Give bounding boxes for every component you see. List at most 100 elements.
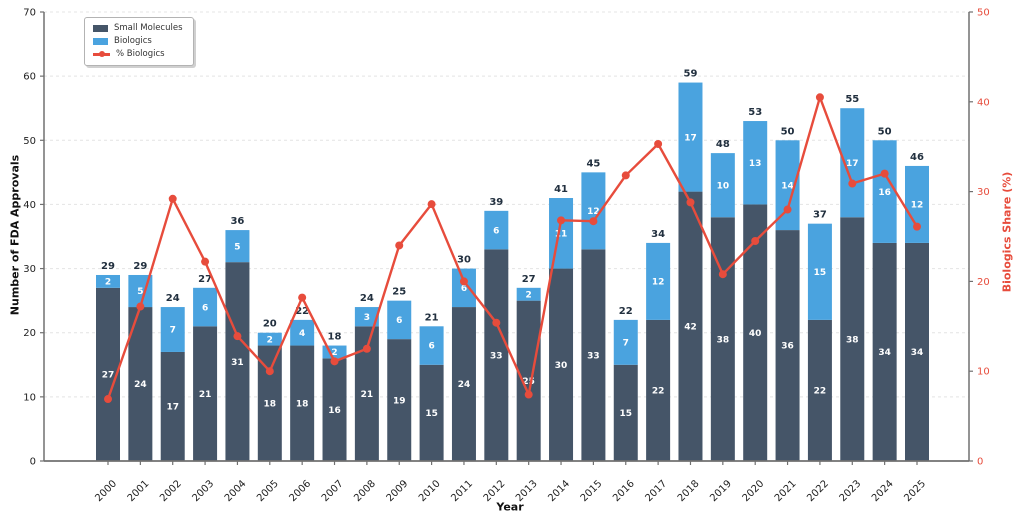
legend-swatch-biologics-icon bbox=[93, 38, 108, 45]
x-tick-label: 2008 bbox=[352, 478, 378, 504]
total-value-label: 59 bbox=[684, 69, 698, 80]
small-molecules-value-label: 40 bbox=[749, 329, 762, 339]
total-value-label: 48 bbox=[716, 139, 730, 150]
bars-group: 2722924529177242162731536182201842216218… bbox=[96, 69, 929, 461]
small-molecules-segment bbox=[581, 249, 606, 461]
x-tick-label: 2005 bbox=[255, 478, 281, 504]
small-molecules-segment bbox=[646, 319, 671, 461]
biologics-value-label: 12 bbox=[587, 207, 600, 217]
x-tick-label: 2014 bbox=[546, 478, 572, 504]
total-value-label: 27 bbox=[198, 274, 212, 285]
bar-2017: 22 12 34 bbox=[646, 229, 671, 461]
pct-biologics-marker bbox=[427, 200, 436, 209]
pct-biologics-marker bbox=[686, 198, 695, 207]
small-molecules-value-label: 15 bbox=[425, 409, 438, 419]
x-tick-label: 2006 bbox=[288, 478, 314, 504]
total-value-label: 29 bbox=[101, 261, 115, 272]
bar-2007: 16 2 18 bbox=[322, 332, 347, 461]
total-value-label: 34 bbox=[651, 229, 665, 240]
small-molecules-value-label: 15 bbox=[619, 409, 632, 419]
bar-2016: 15 7 22 bbox=[613, 306, 638, 461]
x-tick-label: 2023 bbox=[838, 478, 864, 504]
x-tick-label: 2017 bbox=[643, 478, 669, 504]
pct-biologics-marker bbox=[783, 205, 792, 214]
small-molecules-value-label: 22 bbox=[652, 387, 665, 397]
biologics-segment bbox=[419, 326, 444, 365]
biologics-value-label: 10 bbox=[717, 181, 730, 191]
biologics-segment bbox=[678, 82, 703, 192]
small-molecules-segment bbox=[290, 345, 315, 461]
pct-biologics-marker bbox=[621, 171, 630, 180]
pct-biologics-marker bbox=[233, 332, 242, 341]
total-value-label: 30 bbox=[457, 255, 471, 266]
small-molecules-segment bbox=[613, 364, 638, 461]
pct-biologics-marker bbox=[330, 357, 339, 366]
x-tick-label: 2016 bbox=[611, 478, 637, 504]
left-tick-label: 50 bbox=[23, 136, 36, 147]
bar-2012: 33 6 39 bbox=[484, 197, 509, 461]
biologics-value-label: 2 bbox=[331, 348, 337, 358]
right-axis-title: Biologics Share (%) bbox=[1000, 171, 1014, 293]
bar-2020: 40 13 53 bbox=[743, 107, 768, 461]
total-value-label: 25 bbox=[392, 287, 406, 298]
right-tick-label: 40 bbox=[977, 97, 990, 108]
bar-2004: 31 5 36 bbox=[225, 216, 250, 461]
x-axis: 2000 2001 2002 2003 2004 2005 2006 2007 2008 2009… bbox=[93, 461, 928, 504]
total-value-label: 21 bbox=[425, 312, 439, 323]
biologics-value-label: 6 bbox=[461, 284, 467, 294]
legend-swatch-pct-biologics-icon bbox=[93, 51, 110, 58]
bar-2014: 30 11 41 bbox=[549, 184, 574, 461]
small-molecules-segment bbox=[484, 249, 509, 461]
biologics-segment bbox=[257, 332, 282, 346]
biologics-value-label: 3 bbox=[364, 313, 370, 323]
right-tick-label: 10 bbox=[977, 367, 990, 378]
biologics-segment bbox=[710, 153, 735, 218]
biologics-value-label: 17 bbox=[684, 133, 697, 143]
bar-2009: 19 6 25 bbox=[387, 287, 412, 461]
right-tick-label: 30 bbox=[977, 187, 990, 198]
x-tick-label: 2018 bbox=[676, 478, 702, 504]
left-tick-label: 40 bbox=[23, 200, 36, 211]
pct-biologics-marker bbox=[395, 241, 404, 250]
small-molecules-segment bbox=[419, 364, 444, 461]
biologics-segment bbox=[96, 274, 120, 288]
small-molecules-value-label: 24 bbox=[134, 380, 147, 390]
bar-2025: 34 12 46 bbox=[905, 152, 929, 461]
pct-biologics-marker bbox=[557, 216, 566, 225]
x-tick-label: 2021 bbox=[773, 478, 799, 504]
small-molecules-segment bbox=[516, 300, 541, 461]
x-axis-title: Year bbox=[496, 500, 524, 514]
pct-biologics-marker bbox=[298, 293, 307, 302]
biologics-value-label: 12 bbox=[911, 201, 924, 211]
small-molecules-value-label: 30 bbox=[555, 361, 568, 371]
biologics-value-label: 11 bbox=[555, 229, 568, 239]
small-molecules-value-label: 19 bbox=[393, 396, 406, 406]
small-molecules-value-label: 18 bbox=[296, 399, 309, 409]
small-molecules-segment bbox=[678, 191, 703, 461]
total-value-label: 22 bbox=[619, 306, 633, 317]
biologics-value-label: 6 bbox=[202, 303, 208, 313]
small-molecules-value-label: 33 bbox=[587, 351, 600, 361]
pct-biologics-marker bbox=[815, 93, 824, 102]
small-molecules-value-label: 34 bbox=[878, 348, 891, 358]
pct-biologics-marker bbox=[913, 222, 921, 231]
x-tick-label: 2024 bbox=[870, 478, 896, 504]
legend-label-small-molecules: Small Molecules bbox=[114, 23, 183, 33]
axes bbox=[43, 12, 970, 462]
small-molecules-segment bbox=[807, 319, 832, 461]
small-molecules-segment bbox=[905, 242, 929, 461]
legend-label-biologics: Biologics bbox=[114, 36, 152, 46]
biologics-value-label: 7 bbox=[170, 326, 176, 336]
biologics-value-label: 12 bbox=[652, 278, 665, 288]
biologics-segment bbox=[743, 121, 768, 205]
legend-label-pct-biologics: % Biologics bbox=[116, 49, 165, 59]
pct-biologics-line bbox=[106, 96, 919, 400]
total-value-label: 18 bbox=[328, 332, 342, 343]
small-molecules-value-label: 24 bbox=[458, 380, 471, 390]
pct-biologics-line-series bbox=[104, 93, 921, 404]
small-molecules-segment bbox=[225, 262, 250, 461]
bar-2010: 15 6 21 bbox=[419, 312, 444, 461]
biologics-segment bbox=[193, 287, 218, 327]
biologics-segment bbox=[516, 287, 541, 301]
